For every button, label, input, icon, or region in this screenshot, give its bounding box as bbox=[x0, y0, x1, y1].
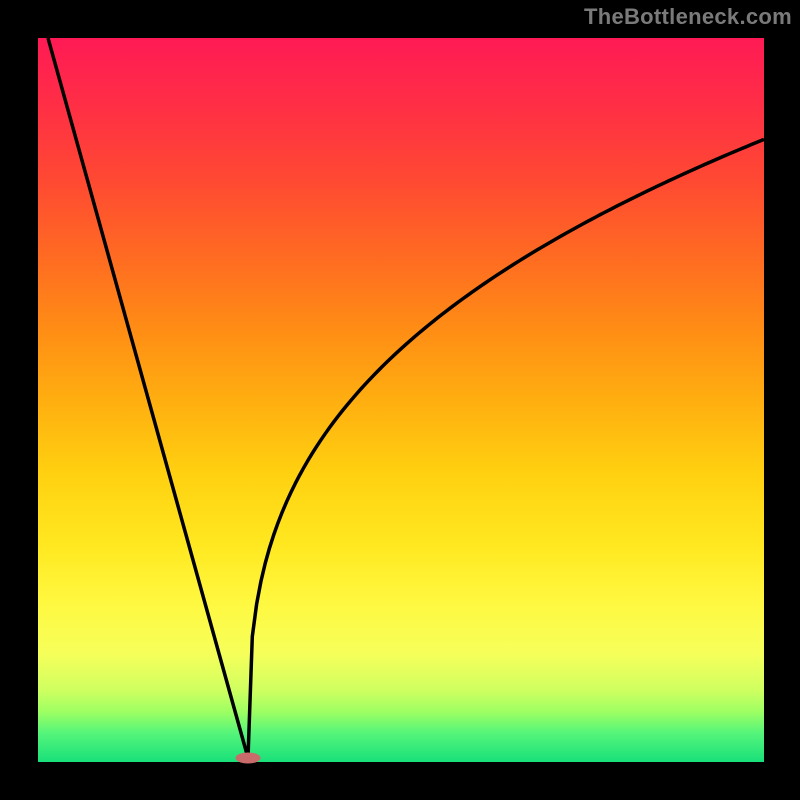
chart-container: TheBottleneck.com bbox=[0, 0, 800, 800]
watermark-text: TheBottleneck.com bbox=[584, 4, 792, 30]
bottleneck-chart bbox=[0, 0, 800, 800]
optimal-point-marker bbox=[236, 753, 260, 763]
